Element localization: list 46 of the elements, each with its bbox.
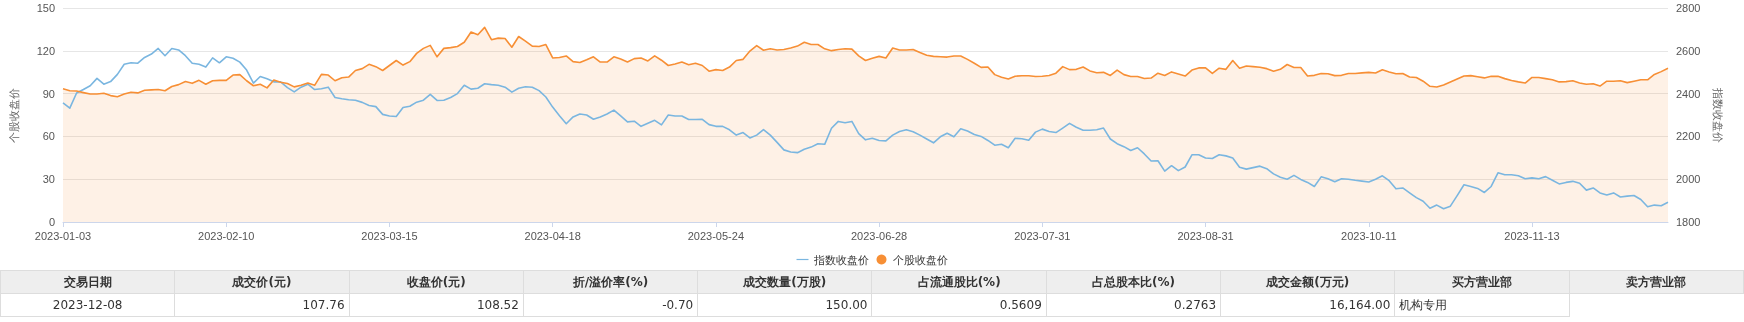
x-tick-label: 2023-01-03	[34, 229, 92, 242]
y-tick-label: 90	[42, 87, 55, 100]
text: 收盘价(元)	[349, 270, 524, 294]
x-tick-label: 2023-04-18	[524, 229, 581, 242]
x-tick-label: 2023-11-13	[1504, 229, 1560, 242]
text: 150.00	[697, 293, 872, 317]
x-tick-label: 2023-07-31	[1014, 229, 1071, 242]
y2-tick-label: 2000	[1676, 173, 1701, 186]
y-tick-label: 0	[48, 216, 55, 228]
text: 占流通股比(%)	[871, 270, 1047, 294]
line-series	[62, 47, 1669, 210]
y2-tick-label: 2600	[1676, 44, 1701, 57]
legend-label: 个股收盘价	[892, 253, 948, 266]
text: 成交金额(万元)	[1220, 270, 1395, 294]
y-tick-label: 150	[36, 2, 55, 14]
text: 0.2763	[1046, 293, 1221, 317]
x-tick-label: 2023-10-11	[1341, 229, 1397, 242]
legend-label: 指数收盘价	[812, 253, 869, 266]
text: 0.5609	[871, 293, 1047, 317]
text: 107.76	[174, 293, 350, 317]
text: 占总股本比(%)	[1046, 270, 1221, 294]
x-tick-label: 2023-03-15	[361, 229, 418, 242]
y-tick-label: 30	[42, 173, 55, 186]
text: 2023-12-08	[0, 293, 175, 317]
text: 折/溢价率(%)	[523, 270, 698, 294]
text: 16,164.00	[1220, 293, 1395, 317]
text: 卖方营业部	[1569, 270, 1744, 294]
x-tick-label: 2023-08-31	[1177, 229, 1234, 242]
y-tick-label: 60	[42, 130, 55, 143]
y2-tick-label: 2200	[1676, 130, 1701, 143]
y-tick-label: 120	[36, 44, 55, 57]
text: 交易日期	[0, 270, 175, 294]
text: 机构专用	[1394, 293, 1570, 317]
y2-axis-title: 指数收盘价	[1711, 86, 1724, 143]
text: 108.52	[349, 293, 524, 317]
x-tick-label: 2023-02-10	[198, 229, 255, 242]
text: 成交价(元)	[174, 270, 350, 294]
y2-tick-label: 2800	[1676, 2, 1701, 14]
x-tick-label: 2023-06-28	[850, 229, 908, 242]
text: 成交数量(万股)	[697, 270, 872, 294]
x-tick-label: 2023-05-24	[687, 229, 745, 242]
y2-tick-label: 1800	[1676, 216, 1701, 228]
y2-tick-label: 2400	[1676, 87, 1701, 100]
text: -0.70	[523, 293, 698, 317]
y-axis-title: 个股收盘价	[7, 87, 20, 143]
text: 买方营业部	[1394, 270, 1570, 294]
